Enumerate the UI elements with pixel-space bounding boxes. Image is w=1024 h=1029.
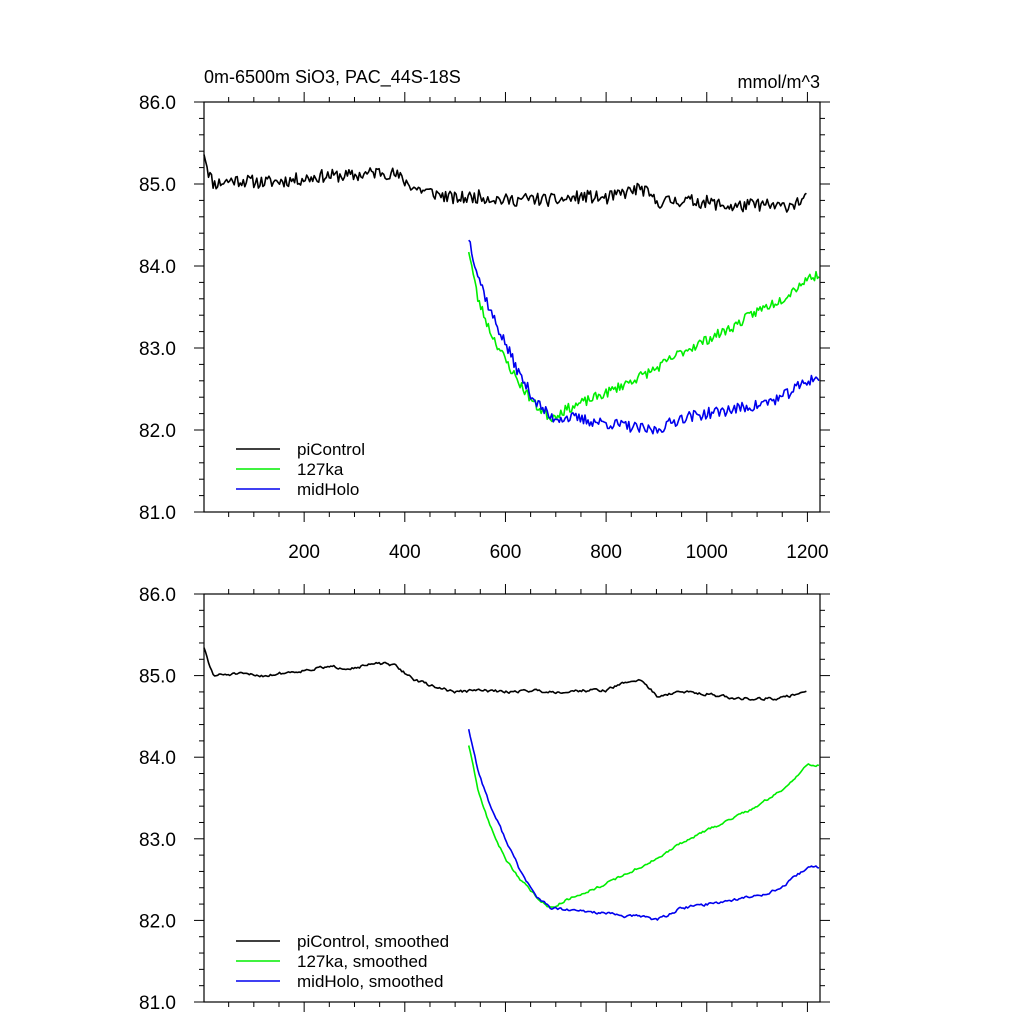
legend-label-piControl: piControl, smoothed [297, 932, 449, 951]
y-tick-label: 84.0 [139, 257, 176, 278]
legend-label-midHolo: midHolo [297, 480, 359, 499]
y-tick-label: 85.0 [139, 667, 176, 688]
y-tick-label: 82.0 [139, 421, 176, 442]
y-tick-label: 84.0 [139, 748, 176, 769]
x-tick-label: 1200 [786, 542, 828, 563]
x-tick-label: 1000 [686, 542, 728, 563]
units-label: mmol/m^3 [738, 72, 820, 92]
series-line-midHolo [468, 239, 820, 435]
series-line-piControl [203, 647, 807, 701]
y-tick-label: 81.0 [139, 503, 176, 524]
series-line-127ka [467, 745, 820, 909]
legend-label-piControl: piControl [297, 440, 365, 459]
plot-frame [203, 593, 821, 1003]
x-tick-label: 200 [288, 542, 320, 563]
plot-frame [203, 101, 821, 513]
y-tick-label: 81.0 [139, 993, 176, 1014]
x-tick-label: 600 [490, 542, 522, 563]
x-tick-label: 800 [590, 542, 622, 563]
y-tick-label: 86.0 [139, 585, 176, 606]
chart-title: 0m-6500m SiO3, PAC_44S-18S [204, 67, 461, 88]
y-tick-label: 83.0 [139, 830, 176, 851]
legend-label-127ka: 127ka [297, 460, 344, 479]
y-tick-label: 86.0 [139, 93, 176, 114]
x-tick-label: 400 [389, 542, 421, 563]
legend-label-midHolo: midHolo, smoothed [297, 972, 443, 991]
legend-label-127ka: 127ka, smoothed [297, 952, 427, 971]
y-tick-label: 83.0 [139, 339, 176, 360]
y-tick-label: 85.0 [139, 175, 176, 196]
series-line-127ka [467, 251, 820, 423]
y-tick-label: 82.0 [139, 911, 176, 932]
top-panel: 81.0 82.0 83.0 84.0 85.0 86.0 200 400 600 800 1000… [139, 92, 830, 563]
bottom-panel: 81.0 82.0 83.0 84.0 85.0 86.0 piControl, smoot… [139, 584, 830, 1014]
series-line-midHolo [467, 729, 820, 921]
series-line-piControl [203, 154, 807, 213]
